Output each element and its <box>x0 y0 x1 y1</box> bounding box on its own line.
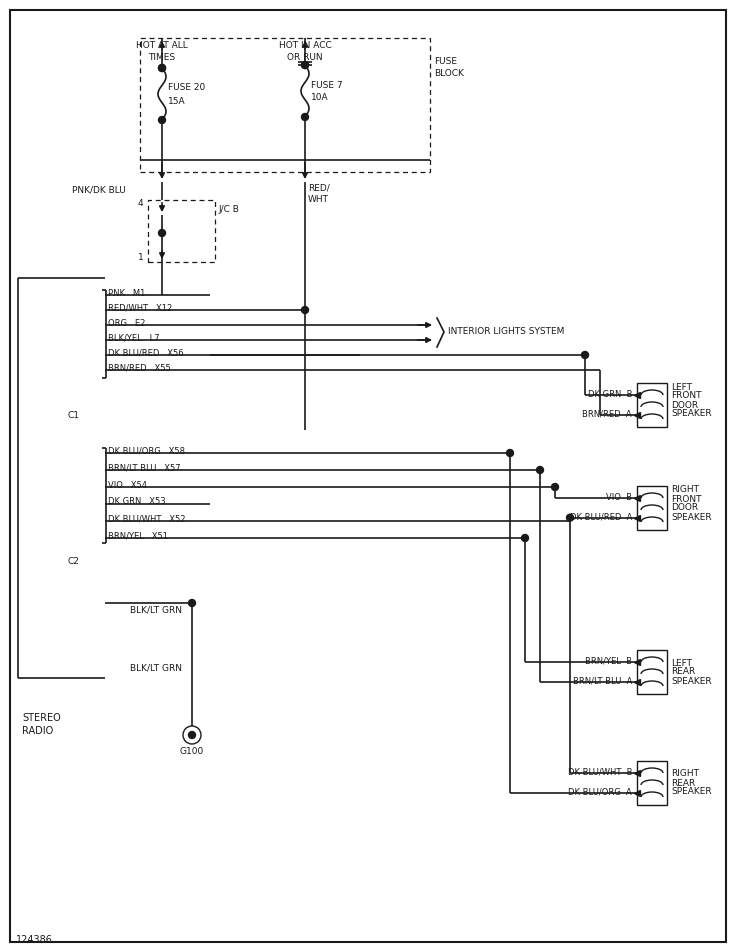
Text: RIGHT: RIGHT <box>671 486 699 494</box>
Bar <box>148 200 215 262</box>
Text: FRONT: FRONT <box>671 494 701 504</box>
Text: DK BLU/RED   X56: DK BLU/RED X56 <box>108 348 183 358</box>
Circle shape <box>522 534 528 542</box>
Circle shape <box>302 307 308 313</box>
Text: FUSE 20: FUSE 20 <box>168 84 205 92</box>
Text: SPEAKER: SPEAKER <box>671 512 712 522</box>
Circle shape <box>537 466 543 473</box>
Text: DK BLU/ORG  A: DK BLU/ORG A <box>568 787 632 796</box>
Text: RIGHT: RIGHT <box>671 769 699 779</box>
Text: BRN/YEL   X51: BRN/YEL X51 <box>108 531 168 541</box>
Text: WHT: WHT <box>308 195 329 205</box>
Text: 1: 1 <box>138 253 144 263</box>
Text: INTERIOR LIGHTS SYSTEM: INTERIOR LIGHTS SYSTEM <box>448 327 565 335</box>
Text: REAR: REAR <box>671 779 696 787</box>
Text: BRN/LT BLU  A: BRN/LT BLU A <box>573 676 632 685</box>
Bar <box>637 650 667 694</box>
Circle shape <box>158 116 166 124</box>
Text: G100: G100 <box>180 747 204 757</box>
Text: BRN/RED  A: BRN/RED A <box>582 409 632 418</box>
Text: BRN/LT BLU   X57: BRN/LT BLU X57 <box>108 464 180 472</box>
Text: ORG   E2: ORG E2 <box>108 319 146 327</box>
Text: DK BLU/WHT  B: DK BLU/WHT B <box>567 768 632 777</box>
Text: LEFT: LEFT <box>671 659 692 667</box>
Text: HOT IN ACC: HOT IN ACC <box>279 42 331 50</box>
Text: BRN/RED   X55: BRN/RED X55 <box>108 364 171 372</box>
Circle shape <box>188 600 196 606</box>
Text: LEFT: LEFT <box>671 383 692 391</box>
Text: STEREO: STEREO <box>22 713 61 723</box>
Text: BLK/LT GRN: BLK/LT GRN <box>130 664 182 672</box>
Text: SPEAKER: SPEAKER <box>671 677 712 685</box>
Text: FUSE 7: FUSE 7 <box>311 81 343 89</box>
Bar <box>637 761 667 805</box>
Text: FRONT: FRONT <box>671 391 701 401</box>
Circle shape <box>158 65 166 71</box>
Text: SPEAKER: SPEAKER <box>671 787 712 797</box>
Text: DOOR: DOOR <box>671 401 698 409</box>
Text: DOOR: DOOR <box>671 504 698 512</box>
Circle shape <box>302 113 308 121</box>
Text: J/C B: J/C B <box>218 206 239 214</box>
Text: HOT AT ALL: HOT AT ALL <box>136 42 188 50</box>
Text: DK BLU/RED  A: DK BLU/RED A <box>570 512 632 521</box>
Bar <box>637 383 667 427</box>
Circle shape <box>302 62 308 69</box>
Circle shape <box>188 731 196 739</box>
Text: RADIO: RADIO <box>22 726 53 736</box>
Text: DK GRN   X53: DK GRN X53 <box>108 498 166 506</box>
Circle shape <box>302 62 308 69</box>
Text: VIO  B: VIO B <box>606 493 632 502</box>
Circle shape <box>551 484 559 490</box>
Circle shape <box>158 65 166 71</box>
Text: BRN/YEL  B: BRN/YEL B <box>585 657 632 665</box>
Text: 124386: 124386 <box>16 935 53 945</box>
Circle shape <box>183 726 201 744</box>
Circle shape <box>506 449 514 457</box>
Text: C2: C2 <box>68 558 80 566</box>
Text: VIO   X54: VIO X54 <box>108 481 147 489</box>
Text: DK GRN  B: DK GRN B <box>587 389 632 399</box>
Text: BLK/YEL   L7: BLK/YEL L7 <box>108 333 160 343</box>
Text: 10A: 10A <box>311 93 329 103</box>
Text: 15A: 15A <box>168 96 185 106</box>
Text: TIMES: TIMES <box>149 52 176 62</box>
Text: RED/WHT   X12: RED/WHT X12 <box>108 304 172 312</box>
Text: DK BLU/WHT   X52: DK BLU/WHT X52 <box>108 514 185 524</box>
Circle shape <box>158 229 166 236</box>
Text: REAR: REAR <box>671 667 696 677</box>
Text: BLOCK: BLOCK <box>434 69 464 78</box>
Text: 4: 4 <box>138 200 144 208</box>
Text: OR RUN: OR RUN <box>287 52 323 62</box>
Circle shape <box>581 351 589 359</box>
Text: RED/: RED/ <box>308 184 330 192</box>
Text: FUSE: FUSE <box>434 57 457 67</box>
Bar <box>637 486 667 530</box>
Text: PNK   M1: PNK M1 <box>108 288 146 297</box>
Bar <box>140 38 430 172</box>
Text: SPEAKER: SPEAKER <box>671 409 712 419</box>
Circle shape <box>567 514 573 521</box>
Text: DK BLU/ORG   X58: DK BLU/ORG X58 <box>108 446 185 455</box>
Text: C1: C1 <box>68 410 80 420</box>
Text: BLK/LT GRN: BLK/LT GRN <box>130 605 182 614</box>
Text: PNK/DK BLU: PNK/DK BLU <box>72 186 126 194</box>
